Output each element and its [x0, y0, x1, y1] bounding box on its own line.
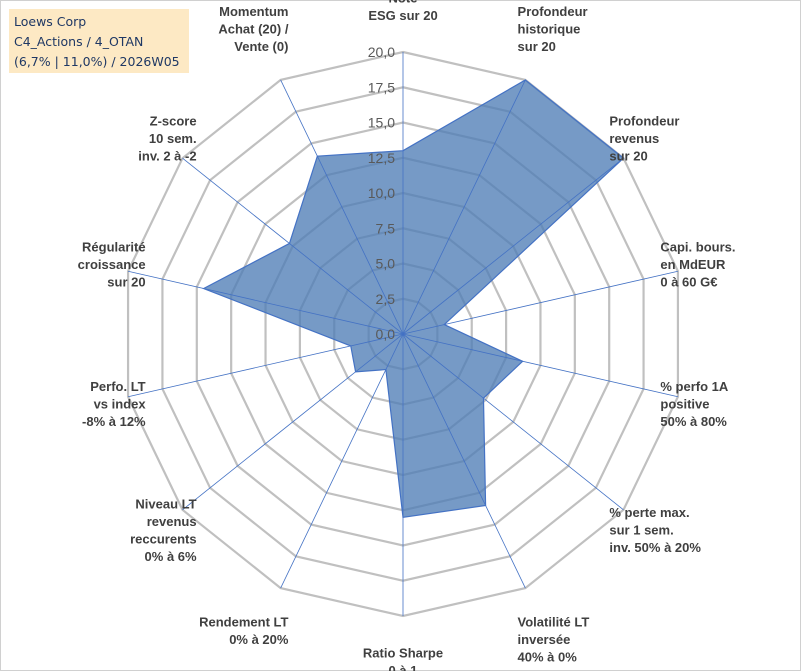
tick-label: 7,5: [376, 220, 396, 236]
axis-label-line: Profondeur: [518, 4, 588, 19]
tick-label: 17,5: [368, 79, 395, 95]
series-area: [202, 79, 625, 518]
axis-label-line: Rendement LT: [199, 614, 288, 629]
axis-label: Rendement LT 0% à 20%: [199, 614, 289, 647]
axis-label-line: revenus: [147, 514, 197, 529]
axis-label: Momentum Achat (20) / Vente (0): [218, 4, 288, 54]
axis-label: Régularité croissance sur 20: [78, 239, 146, 289]
axis-label-line: sur 20: [609, 148, 647, 163]
axis-label-line: Volatilité LT: [518, 614, 590, 629]
axis-label-line: sur 20: [107, 274, 145, 289]
axis-label-line: reccurents: [130, 531, 196, 546]
axis-label: Profondeur historique sur 20: [518, 4, 588, 54]
tick-label: 10,0: [368, 185, 395, 201]
axis-label-line: inv. 50% à 20%: [609, 540, 701, 555]
axis-label: % perte max. sur 1 sem. inv. 50% à 20%: [609, 505, 701, 555]
axis-spoke: [402, 333, 526, 589]
performance-period: (6,7% | 11,0%) / 2026W05: [14, 54, 180, 69]
axis-label-line: % perfo 1A: [660, 379, 729, 394]
axis-label-line: 0 à 1: [389, 663, 418, 671]
tick-label: 0,0: [376, 326, 396, 342]
axis-spoke: [402, 333, 679, 398]
axis-label-line: inv. 2 à -2: [138, 148, 196, 163]
tick-label: 20,0: [368, 44, 395, 60]
fund-info-box: Loews Corp C4_Actions / 4_OTAN (6,7% | 1…: [9, 9, 189, 73]
portfolio-category: C4_Actions / 4_OTAN: [14, 34, 144, 49]
axis-label-line: Achat (20) /: [218, 22, 288, 37]
axis-label: Note ESG sur 20: [368, 0, 437, 23]
axis-label: Niveau LT revenus reccurents 0% à 6%: [130, 496, 197, 564]
axis-spoke: [402, 79, 526, 335]
axis-spokes: [127, 52, 679, 616]
axis-label-line: Capi. bours.: [660, 239, 735, 254]
axis-labels: Note ESG sur 20 Profondeur historique sur 20…: [78, 0, 736, 671]
axis-label: Z-score 10 sem. inv. 2 à -2: [138, 113, 196, 163]
axis-label: Profondeur revenus sur 20: [609, 113, 679, 163]
axis-label-line: sur 1 sem.: [609, 523, 673, 538]
axis-label-line: Régularité: [82, 239, 146, 254]
axis-label-line: positive: [660, 397, 709, 412]
axis-label-line: Vente (0): [234, 39, 288, 54]
axis-label-line: Note: [389, 0, 418, 6]
company-name: Loews Corp: [14, 14, 87, 29]
axis-label-line: 50% à 80%: [660, 414, 727, 429]
axis-spoke: [182, 157, 404, 335]
tick-label: 12,5: [368, 150, 395, 166]
axis-spoke: [182, 333, 404, 511]
axis-label-line: historique: [518, 22, 581, 37]
axis-label-line: ESG sur 20: [368, 8, 437, 23]
axis-label-line: % perte max.: [609, 505, 689, 520]
tick-label: 5,0: [376, 256, 396, 272]
axis-label-line: sur 20: [518, 39, 556, 54]
axis-label: Volatilité LT inversée 40% à 0%: [518, 614, 590, 664]
axis-label-line: Niveau LT: [135, 496, 196, 511]
axis-label-line: 0% à 6%: [145, 549, 197, 564]
axis-label-line: 10 sem.: [149, 131, 197, 146]
axis-spoke: [402, 333, 624, 511]
axis-label-line: vs index: [94, 397, 147, 412]
axis-label: Capi. bours. en MdEUR 0 à 60 G€: [660, 239, 735, 289]
axis-label-line: Profondeur: [609, 113, 679, 128]
axis-label-line: inversée: [518, 632, 571, 647]
axis-label: Perfo. LT vs index -8% à 12%: [82, 379, 146, 429]
axis-spoke: [280, 333, 404, 589]
axis-label-line: Momentum: [219, 4, 288, 19]
axis-label-line: 40% à 0%: [518, 649, 578, 664]
axis-label: Ratio Sharpe 0 à 1: [363, 646, 443, 671]
axis-label-line: -8% à 12%: [82, 414, 146, 429]
axis-label: % perfo 1A positive 50% à 80%: [660, 379, 729, 429]
axis-label-line: revenus: [609, 131, 659, 146]
series-polygon: [202, 79, 625, 518]
axis-label-line: en MdEUR: [660, 257, 726, 272]
axis-spoke: [280, 79, 404, 335]
axis-spoke: [402, 270, 679, 335]
radial-tick-labels: 0,0 2,5 5,0 7,5 10,0 12,5 15,0 17,5 20,0: [368, 44, 395, 342]
axis-spoke: [127, 270, 404, 335]
tick-label: 15,0: [368, 115, 395, 131]
axis-label-line: Z-score: [150, 113, 197, 128]
axis-label-line: croissance: [78, 257, 146, 272]
axis-spoke: [127, 333, 404, 398]
axis-label-line: 0 à 60 G€: [660, 274, 717, 289]
axis-label-line: Perfo. LT: [90, 379, 145, 394]
axis-spoke: [402, 157, 624, 335]
axis-label-line: 0% à 20%: [229, 632, 289, 647]
tick-label: 2,5: [376, 291, 396, 307]
axis-label-line: Ratio Sharpe: [363, 646, 443, 661]
